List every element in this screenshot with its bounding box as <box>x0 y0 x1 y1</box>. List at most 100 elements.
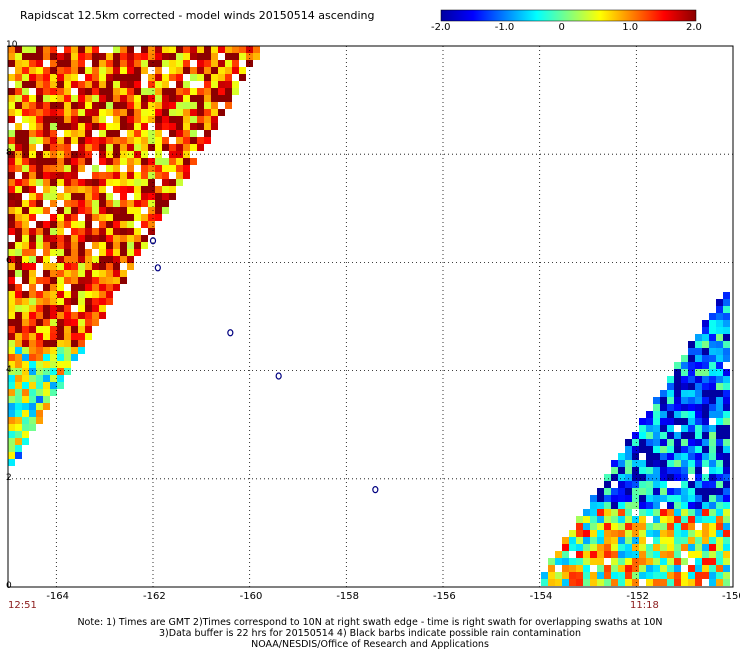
heatmap-cell <box>562 579 569 586</box>
heatmap-cell <box>716 565 723 572</box>
heatmap-cell <box>8 298 15 305</box>
y-tick-label: 2 <box>6 472 12 483</box>
heatmap-cell <box>709 565 716 572</box>
heatmap-cell <box>78 319 85 326</box>
heatmap-cell <box>57 88 64 95</box>
heatmap-cell <box>723 523 730 530</box>
heatmap-cell <box>71 172 78 179</box>
heatmap-cell <box>148 60 155 67</box>
heatmap-cell <box>646 579 653 586</box>
heatmap-cell <box>92 270 99 277</box>
heatmap-cell <box>176 81 183 88</box>
heatmap-cell <box>29 123 36 130</box>
heatmap-cell <box>569 544 576 551</box>
heatmap-cell <box>667 411 674 418</box>
heatmap-cell <box>50 116 57 123</box>
heatmap-cell <box>57 284 64 291</box>
heatmap-cell <box>625 509 632 516</box>
heatmap-cell <box>99 172 106 179</box>
heatmap-cell <box>190 116 197 123</box>
heatmap-cell <box>625 530 632 537</box>
heatmap-cell <box>723 460 730 467</box>
heatmap-cell <box>127 53 134 60</box>
heatmap-cell <box>50 123 57 130</box>
heatmap-cell <box>71 123 78 130</box>
heatmap-cell <box>169 67 176 74</box>
heatmap-cell <box>709 341 716 348</box>
heatmap-cell <box>148 158 155 165</box>
heatmap-cell <box>113 214 120 221</box>
heatmap-cell <box>113 46 120 53</box>
heatmap-cell <box>155 95 162 102</box>
heatmap-cell <box>36 116 43 123</box>
heatmap-cell <box>702 334 709 341</box>
heatmap-cell <box>22 137 29 144</box>
heatmap-cell <box>155 158 162 165</box>
heatmap-cell <box>15 186 22 193</box>
heatmap-cell <box>8 46 15 53</box>
heatmap-cell <box>85 326 92 333</box>
heatmap-cell <box>36 95 43 102</box>
heatmap-cell <box>113 130 120 137</box>
heatmap-cell <box>8 137 15 144</box>
heatmap-cell <box>141 158 148 165</box>
heatmap-cell <box>681 390 688 397</box>
heatmap-cell <box>674 390 681 397</box>
heatmap-cell <box>653 509 660 516</box>
heatmap-cell <box>43 326 50 333</box>
heatmap-cell <box>78 347 85 354</box>
heatmap-cell <box>723 418 730 425</box>
heatmap-cell <box>57 74 64 81</box>
heatmap-cell <box>71 298 78 305</box>
heatmap-cell <box>597 530 604 537</box>
heatmap-cell <box>702 355 709 362</box>
heatmap-cell <box>57 214 64 221</box>
heatmap-cell <box>36 403 43 410</box>
heatmap-cell <box>576 544 583 551</box>
heatmap-cell <box>106 158 113 165</box>
heatmap-cell <box>50 361 57 368</box>
heatmap-cell <box>15 207 22 214</box>
heatmap-cell <box>232 81 239 88</box>
heatmap-cell <box>681 544 688 551</box>
heatmap-cell <box>183 116 190 123</box>
heatmap-cell <box>64 151 71 158</box>
heatmap-cell <box>43 81 50 88</box>
heatmap-cell <box>702 432 709 439</box>
heatmap-cell <box>162 109 169 116</box>
heatmap-cell <box>583 544 590 551</box>
heatmap-cell <box>8 74 15 81</box>
heatmap-cell <box>57 361 64 368</box>
heatmap-cell <box>246 60 253 67</box>
heatmap-cell <box>695 530 702 537</box>
heatmap-cell <box>22 46 29 53</box>
heatmap-cell <box>148 228 155 235</box>
heatmap-cell <box>716 313 723 320</box>
heatmap-cell <box>64 123 71 130</box>
heatmap-cell <box>632 481 639 488</box>
heatmap-cell <box>127 67 134 74</box>
heatmap-cell <box>576 579 583 586</box>
heatmap-cell <box>660 460 667 467</box>
heatmap-cell <box>113 263 120 270</box>
heatmap-cell <box>709 460 716 467</box>
heatmap-cell <box>590 502 597 509</box>
heatmap-cell <box>71 277 78 284</box>
heatmap-cell <box>78 116 85 123</box>
heatmap-cell <box>597 558 604 565</box>
heatmap-cell <box>618 495 625 502</box>
heatmap-cell <box>702 453 709 460</box>
heatmap-cell <box>8 263 15 270</box>
heatmap-cell <box>29 368 36 375</box>
heatmap-cell <box>64 291 71 298</box>
heatmap-cell <box>709 397 716 404</box>
heatmap-cell <box>106 270 113 277</box>
heatmap-cell <box>8 270 15 277</box>
heatmap-cell <box>141 109 148 116</box>
heatmap-cell <box>702 488 709 495</box>
heatmap-cell <box>688 348 695 355</box>
heatmap-cell <box>22 88 29 95</box>
heatmap-cell <box>674 404 681 411</box>
heatmap-cell <box>22 277 29 284</box>
heatmap-cell <box>43 347 50 354</box>
